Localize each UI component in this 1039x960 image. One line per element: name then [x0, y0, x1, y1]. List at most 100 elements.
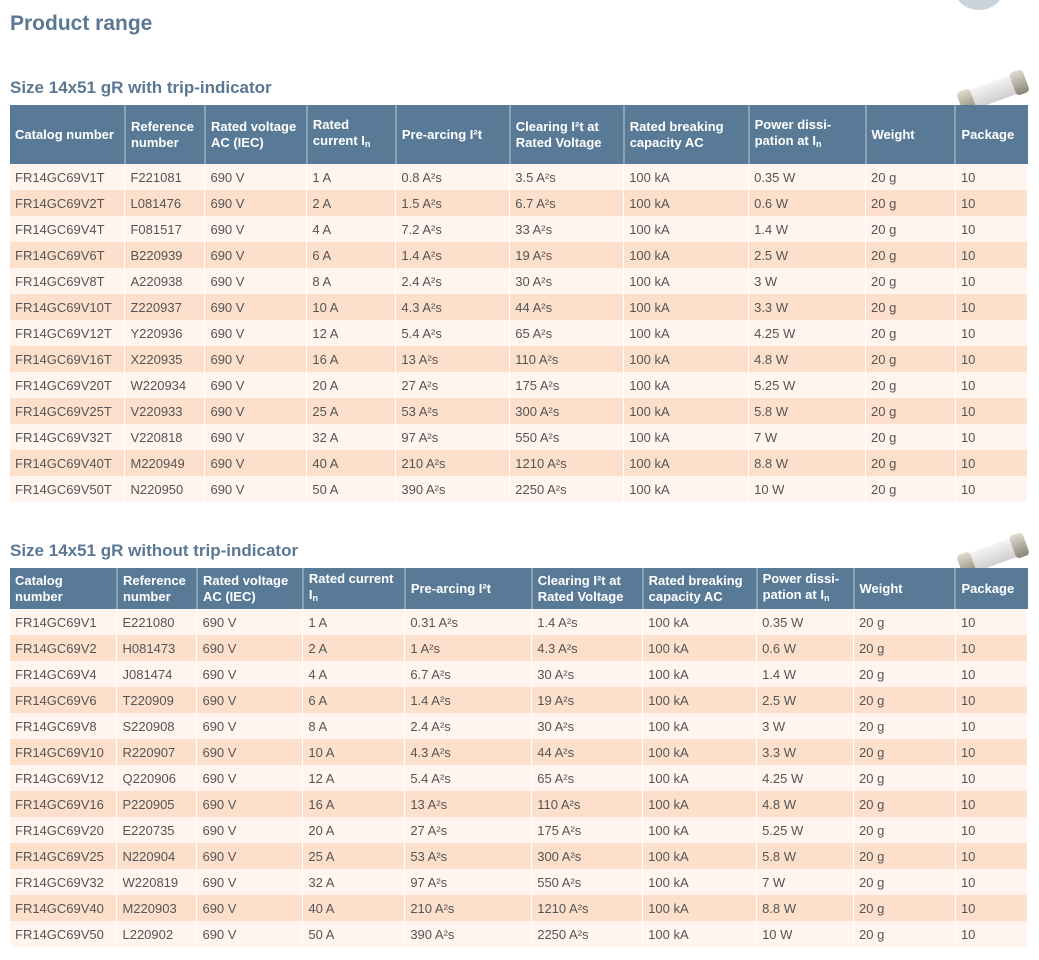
table-cell: FR14GC69V8T	[10, 268, 126, 294]
table-cell: 100 kA	[623, 216, 750, 242]
table-cell: FR14GC69V10T	[10, 294, 126, 320]
table-cell: 5.25 W	[748, 372, 866, 398]
table-cell: 2250 A²s	[531, 921, 644, 947]
table-cell: 4 A	[306, 216, 397, 242]
table-cell: 10	[955, 843, 1029, 869]
table-cell: 690 V	[204, 424, 308, 450]
column-header-label: Rated breaking capacity AC	[648, 572, 743, 604]
table-cell: 27 A²s	[404, 817, 533, 843]
table-cell: 5.8 W	[756, 843, 855, 869]
table-cell: 20 g	[853, 869, 956, 895]
table-cell: 6.7 A²s	[509, 190, 625, 216]
column-header-label: Catalog number	[15, 572, 63, 604]
table-cell: 390 A²s	[395, 476, 511, 502]
table-cell: 10	[955, 294, 1029, 320]
column-header: Pre-arcing I²t	[395, 105, 511, 164]
table-cell: 100 kA	[642, 635, 758, 661]
table-cell: 2.5 W	[748, 242, 866, 268]
table-row: FR14GC69V16 P220905 690 V 16 A 13 A²s 110 A²s…	[10, 791, 1029, 817]
column-header-label: Package	[961, 580, 1015, 596]
table-cell: 44 A²s	[509, 294, 625, 320]
table-cell: 20 g	[865, 398, 956, 424]
table-cell: 10	[955, 661, 1029, 687]
table-cell: FR14GC69V16T	[10, 346, 126, 372]
table-cell: 210 A²s	[395, 450, 511, 476]
column-header-label: Clearing I²t at Rated Voltage	[537, 572, 624, 604]
table-cell: X220935	[124, 346, 206, 372]
table-cell: FR14GC69V32	[10, 869, 118, 895]
table-cell: 20 g	[853, 661, 956, 687]
table-cell: 10 A	[306, 294, 397, 320]
subscript-n: n	[312, 593, 319, 603]
column-header: Package	[955, 105, 1028, 164]
column-header-label: Pre-arcing I²t	[401, 126, 483, 142]
table-row: FR14GC69V32T V220818 690 V 32 A 97 A²s 550 A²…	[10, 424, 1029, 450]
table-cell: 1210 A²s	[531, 895, 644, 921]
table-cell: 390 A²s	[404, 921, 533, 947]
table-row: FR14GC69V32 W220819 690 V 32 A 97 A²s 550 A²s…	[10, 869, 1029, 895]
table-cell: 110 A²s	[509, 346, 625, 372]
table-cell: 30 A²s	[531, 661, 644, 687]
table-cell: 20 g	[865, 346, 956, 372]
table-row: FR14GC69V40T M220949 690 V 40 A 210 A²s 1210 …	[10, 450, 1029, 476]
table-cell: T220909	[116, 687, 198, 713]
column-header: Rated breaking capacity AC	[642, 568, 758, 609]
table-cell: 690 V	[204, 320, 308, 346]
table-cell: B220939	[124, 242, 206, 268]
table-cell: FR14GC69V1	[10, 609, 118, 635]
table-cell: 690 V	[196, 609, 304, 635]
table-cell: 550 A²s	[531, 869, 644, 895]
column-header-label: Catalog number	[15, 126, 114, 142]
table-cell: 2 A	[302, 635, 406, 661]
product-table-without-indicator: Catalog number Reference number Rated volt…	[10, 568, 1029, 947]
table-cell: 13 A²s	[395, 346, 511, 372]
table-cell: FR14GC69V16	[10, 791, 118, 817]
table-cell: 25 A	[306, 398, 397, 424]
table-cell: 10	[955, 398, 1029, 424]
table-cell: 0.35 W	[748, 164, 866, 190]
column-header: Rated voltage AC (IEC)	[196, 568, 304, 609]
table-cell: 30 A²s	[531, 713, 644, 739]
table-cell: 6.7 A²s	[404, 661, 533, 687]
table-cell: 100 kA	[623, 164, 750, 190]
table-cell: 690 V	[196, 843, 304, 869]
table-cell: 690 V	[196, 661, 304, 687]
table-cell: 100 kA	[642, 739, 758, 765]
table-cell: FR14GC69V12T	[10, 320, 126, 346]
table-cell: 20 g	[853, 765, 956, 791]
column-header: Reference number	[124, 105, 206, 164]
column-header-label: Power dissi-pation at I	[754, 117, 832, 148]
table-cell: Z220937	[124, 294, 206, 320]
table-cell: 20 g	[853, 713, 956, 739]
table-cell: 1.4 A²s	[404, 687, 533, 713]
table-cell: 100 kA	[642, 791, 758, 817]
table-cell: 690 V	[196, 895, 304, 921]
table-cell: 690 V	[204, 164, 308, 190]
table-cell: 100 kA	[642, 817, 758, 843]
table-cell: 2.5 W	[756, 687, 855, 713]
page-title: Product range	[10, 12, 153, 35]
table-cell: 100 kA	[623, 450, 750, 476]
column-header: Weight	[865, 105, 957, 164]
table-cell: 175 A²s	[509, 372, 625, 398]
table-cell: 690 V	[204, 242, 308, 268]
table-cell: 20 g	[865, 164, 956, 190]
table-cell: 100 kA	[642, 687, 758, 713]
table-cell: 300 A²s	[509, 398, 625, 424]
table-cell: 690 V	[204, 398, 308, 424]
column-header: Package	[955, 568, 1028, 609]
column-header-label: Reference number	[122, 572, 186, 604]
table-cell: 100 kA	[623, 294, 750, 320]
table-cell: 10	[955, 476, 1029, 502]
table-cell: FR14GC69V4T	[10, 216, 126, 242]
table-cell: 690 V	[196, 635, 304, 661]
table-cell: 10	[955, 268, 1029, 294]
table-cell: 10	[955, 817, 1029, 843]
table-cell: V220818	[124, 424, 206, 450]
table-cell: 20 g	[865, 320, 956, 346]
column-header-label: Reference number	[130, 118, 194, 150]
table-cell: 20 g	[865, 476, 956, 502]
